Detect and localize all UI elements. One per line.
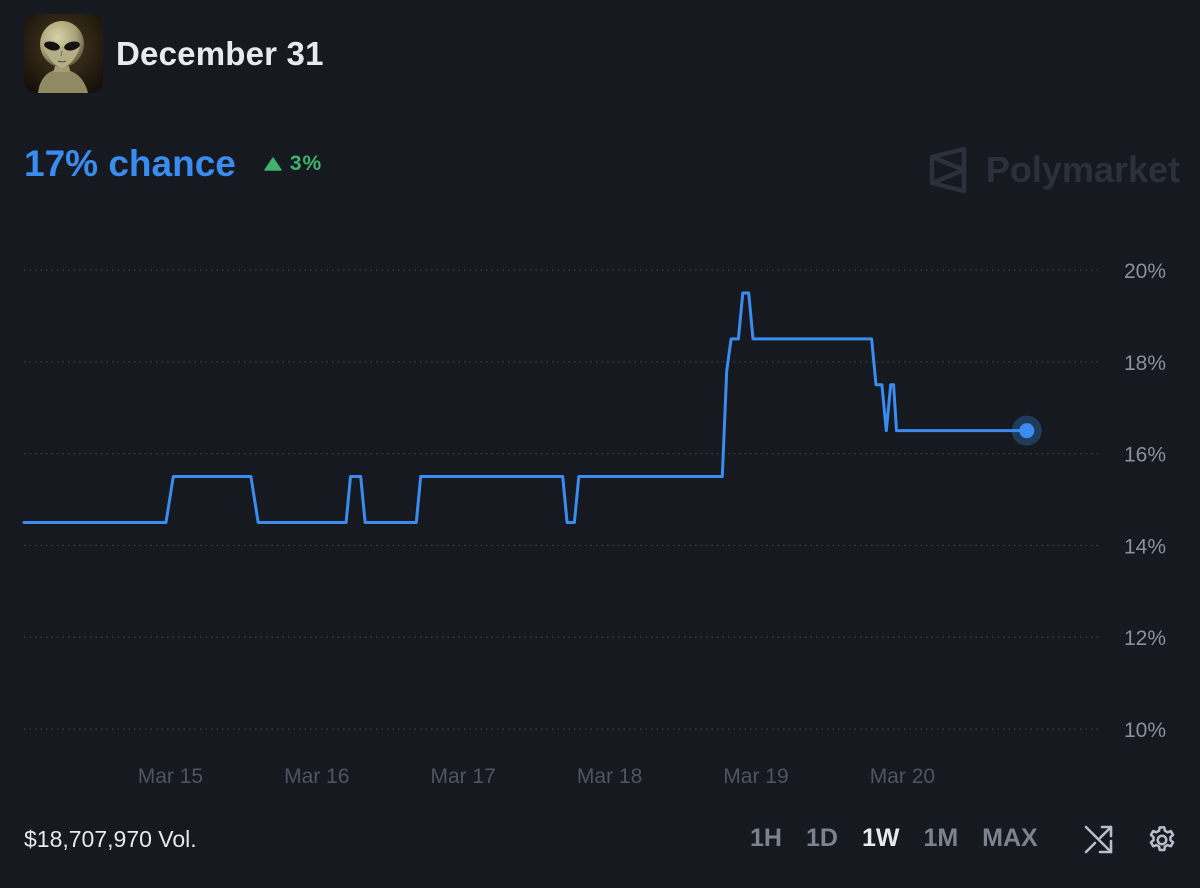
- chance-summary: 17% chance 3%: [24, 143, 322, 185]
- x-tick-label: Mar 16: [284, 765, 349, 788]
- range-button-max[interactable]: MAX: [982, 824, 1038, 852]
- y-tick-label: 10%: [1124, 719, 1166, 742]
- y-axis: 20% 18% 16% 14% 12% 10%: [1124, 260, 1166, 742]
- change-value: 3%: [289, 152, 323, 175]
- series-line: [22, 291, 1029, 524]
- market-header: December 31: [24, 14, 324, 93]
- x-axis: Mar 15 Mar 16 Mar 17 Mar 18 Mar 19 Mar 20: [138, 765, 935, 788]
- chance-value: 17% chance: [24, 143, 236, 184]
- y-tick-label: 18%: [1124, 352, 1166, 375]
- change-indicator: 3%: [264, 152, 322, 176]
- brand-name: Polymarket: [985, 149, 1180, 190]
- gear-icon[interactable]: [1146, 823, 1178, 857]
- range-button-1m[interactable]: 1M: [923, 824, 959, 852]
- polymarket-brand: Polymarket: [928, 147, 1180, 193]
- y-tick-label: 14%: [1124, 535, 1166, 558]
- polymarket-logo-icon: [929, 147, 967, 193]
- x-tick-label: Mar 17: [431, 765, 496, 788]
- market-title: December 31: [116, 34, 324, 72]
- x-tick-label: Mar 15: [138, 765, 203, 788]
- range-button-1h[interactable]: 1H: [750, 824, 782, 852]
- triangle-up-icon: [264, 157, 282, 171]
- shuffle-icon[interactable]: [1083, 823, 1115, 857]
- x-tick-label: Mar 18: [577, 765, 642, 788]
- chart-series: [22, 291, 1042, 524]
- range-button-1w[interactable]: 1W: [861, 824, 900, 852]
- x-tick-label: Mar 20: [870, 765, 935, 788]
- y-tick-label: 20%: [1124, 260, 1166, 283]
- range-button-1d[interactable]: 1D: [805, 824, 838, 852]
- y-tick-label: 16%: [1124, 444, 1166, 467]
- volume-label: $18,707,970 Vol.: [24, 826, 197, 852]
- time-range-selector: 1H 1D 1W 1M MAX: [750, 824, 1062, 853]
- chart-grid: [24, 269, 1102, 730]
- y-tick-label: 12%: [1124, 627, 1166, 650]
- x-tick-label: Mar 19: [723, 765, 788, 788]
- alien-avatar-icon[interactable]: [24, 14, 103, 93]
- last-point-marker[interactable]: [1019, 423, 1035, 439]
